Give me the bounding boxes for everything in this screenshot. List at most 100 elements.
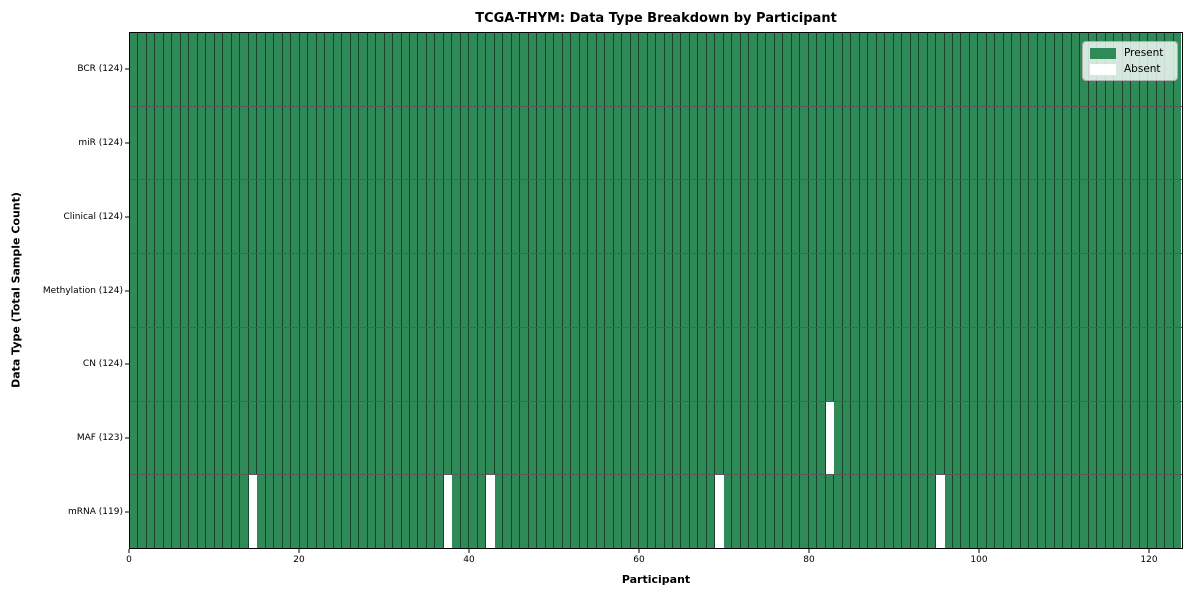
heatmap-cell [189,180,198,254]
x-tick-mark [638,549,640,553]
heatmap-cell [656,33,665,106]
heatmap-cell [673,180,682,254]
heatmap-cell [791,327,801,401]
heatmap-cell [605,475,614,549]
heatmap-cell [825,327,835,401]
heatmap-cell [902,254,911,327]
heatmap-cell [902,327,911,401]
heatmap-cell [291,106,300,180]
heatmap-cell [486,106,495,180]
heatmap-cell [469,401,478,475]
heatmap-cell [494,254,504,327]
heatmap-cell [952,401,962,475]
heatmap-cell [605,327,614,401]
heatmap-cell [528,106,538,180]
heatmap-cell [401,327,410,401]
heatmap-cell [868,254,877,327]
heatmap-cell [401,475,410,549]
heatmap-cell [223,106,232,180]
heatmap-cell [206,106,215,180]
heatmap-cell [214,475,224,549]
heatmap-cell [1131,475,1140,549]
heatmap-cell [223,180,232,254]
heatmap-cell [1088,180,1098,254]
heatmap-cell [554,475,563,549]
heatmap-cell [511,180,521,254]
heatmap-cell [1156,327,1166,401]
heatmap-cell [511,401,521,475]
heatmap-cell [902,401,911,475]
heatmap-cell [749,180,758,254]
heatmap-cell [409,33,419,106]
heatmap-cell [681,327,690,401]
heatmap-cell [291,475,300,549]
heatmap-cell [138,327,147,401]
heatmap-cell [240,475,249,549]
heatmap-cell [503,475,512,549]
heatmap-cell [231,327,241,401]
heatmap-cell [562,401,572,475]
heatmap-cell [1012,475,1021,549]
heatmap-cell [851,327,860,401]
heatmap-cell [656,254,665,327]
heatmap-cell [689,254,699,327]
heatmap-cell [554,180,563,254]
heatmap-cell [834,254,843,327]
heatmap-cell [316,254,326,327]
heatmap-cell [647,254,657,327]
heatmap-cell [274,180,283,254]
heatmap-cell [189,33,198,106]
heatmap-cell [706,180,716,254]
heatmap-cell [1054,401,1064,475]
heatmap-cell [859,401,869,475]
heatmap-cell [1097,254,1106,327]
heatmap-cell [426,33,436,106]
heatmap-cell [817,106,826,180]
heatmap-cell [1080,180,1089,254]
heatmap-cell [1020,33,1030,106]
heatmap-cell [749,254,758,327]
heatmap-cell [596,254,606,327]
heatmap-cell [774,475,784,549]
heatmap-cell [528,180,538,254]
heatmap-cell [138,401,147,475]
heatmap-cell [622,106,631,180]
heatmap-cell [1003,401,1013,475]
heatmap-cell [333,254,343,327]
heatmap-cell [698,254,707,327]
heatmap-cell [817,180,826,254]
heatmap-cell [223,475,232,549]
heatmap-cell [596,33,606,106]
heatmap-cell [969,106,979,180]
heatmap-cell [749,33,758,106]
heatmap-cell [842,180,852,254]
x-tick-mark [808,549,810,553]
heatmap-cell [927,327,937,401]
heatmap-cell [1054,254,1064,327]
heatmap-cell [1012,401,1021,475]
y-tick-label: BCR (124) [77,63,123,74]
heatmap-cell [868,33,877,106]
heatmap-cell [418,475,427,549]
heatmap-cell [333,327,343,401]
heatmap-cell [723,401,733,475]
heatmap-cell [647,327,657,401]
heatmap-cell [885,180,894,254]
heatmap-cell [537,33,546,106]
heatmap-cell [859,180,869,254]
heatmap-cell [197,254,207,327]
heatmap-cell [1029,254,1038,327]
heatmap-cell [986,106,996,180]
heatmap-cell [1122,180,1132,254]
heatmap-cell [393,254,402,327]
heatmap-cell [494,180,504,254]
y-tick-mark [125,216,129,218]
heatmap-cell [401,180,410,254]
heatmap-cell [986,33,996,106]
heatmap-cell [265,327,275,401]
heatmap-cell [885,106,894,180]
heatmap-cell [859,475,869,549]
heatmap-cell [1020,327,1030,401]
heatmap-cell [723,475,733,549]
heatmap-cell [749,401,758,475]
